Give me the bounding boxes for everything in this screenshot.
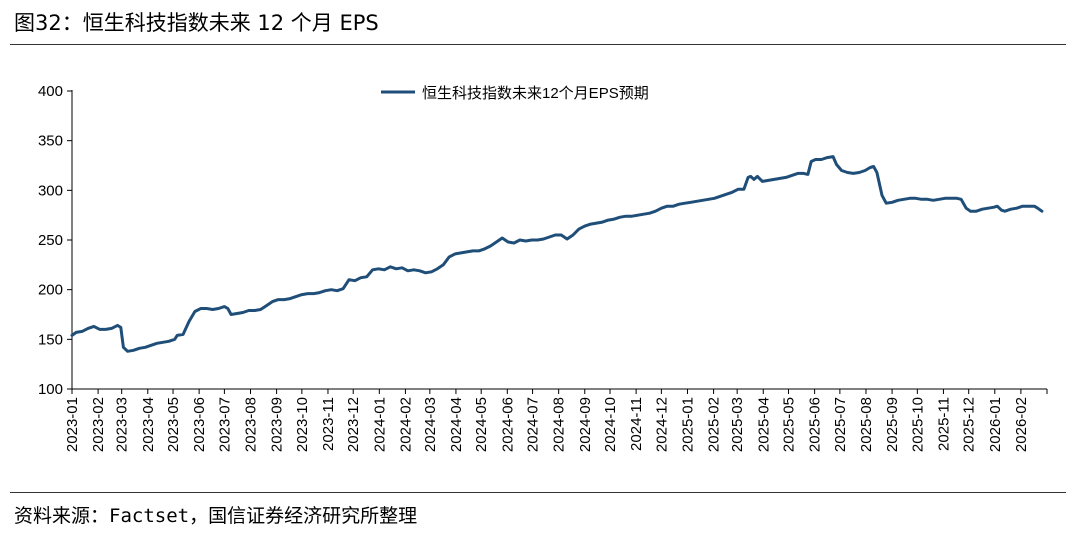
source-divider (10, 492, 1066, 493)
eps-line-chart: 100 150 200 250 300 350 400 2023-01 2023-02 2023-… (38, 83, 1048, 452)
x-tick-label: 2025-11 (935, 397, 952, 451)
x-tick-label: 2024-04 (448, 397, 465, 452)
x-tick-label: 2023-03 (114, 397, 131, 452)
x-tick-label: 2025-04 (755, 397, 772, 452)
x-tick-label: 2023-01 (64, 397, 81, 452)
series-line-eps (70, 155, 1044, 353)
source-note: 资料来源：Factset，国信证券经济研究所整理 (14, 505, 418, 527)
legend: 恒生科技指数未来12个月EPS预期 (381, 85, 649, 102)
x-tick-label: 2025-05 (781, 397, 798, 452)
x-tick-label: 2025-09 (884, 397, 901, 452)
x-tick-label: 2025-02 (706, 397, 723, 452)
x-tick-label: 2023-07 (216, 397, 233, 452)
x-tick-label: 2024-07 (525, 397, 542, 452)
x-tick-label: 2024-05 (473, 397, 490, 452)
x-tick-label: 2025-06 (807, 397, 824, 452)
figure-title: 图32：恒生科技指数未来 12 个月 EPS (14, 11, 379, 35)
x-tick-label: 2024-01 (371, 397, 388, 452)
y-tick-label: 150 (38, 331, 63, 348)
y-tick-label: 300 (38, 182, 63, 199)
x-tick-label: 2023-05 (165, 397, 182, 452)
x-tick-label: 2024-12 (653, 397, 670, 452)
y-tick-label: 200 (38, 282, 63, 299)
x-tick-label: 2023-08 (242, 397, 259, 452)
title-divider (10, 44, 1066, 45)
x-tick-label: 2023-02 (90, 397, 107, 452)
x-tick-label: 2023-12 (345, 397, 362, 452)
x-tick-label: 2023-11 (320, 397, 337, 451)
x-tick-label: 2024-03 (422, 397, 439, 452)
x-tick-label: 2026-02 (1013, 397, 1030, 452)
axes: 100 150 200 250 300 350 400 2023-01 2023-02 2023-… (38, 83, 1048, 452)
series-layer (70, 155, 1044, 353)
x-tick-label: 2024-11 (628, 397, 645, 451)
legend-label: 恒生科技指数未来12个月EPS预期 (422, 85, 649, 102)
x-tick-label: 2024-10 (602, 397, 619, 452)
x-tick-label: 2025-12 (961, 397, 978, 452)
y-tick-label: 400 (38, 83, 63, 100)
x-tick-label: 2024-08 (551, 397, 568, 452)
y-tick-label: 250 (38, 232, 63, 249)
x-tick-label: 2023-04 (140, 397, 157, 452)
x-tick-label: 2024-02 (397, 397, 414, 452)
y-tick-label: 100 (38, 381, 63, 398)
x-tick-label: 2025-03 (729, 397, 746, 452)
x-tick-label: 2025-01 (679, 397, 696, 452)
x-tick-label: 2023-10 (294, 397, 311, 452)
x-tick-label: 2024-06 (499, 397, 516, 452)
x-tick-label: 2024-09 (577, 397, 594, 452)
x-tick-label: 2025-07 (832, 397, 849, 452)
x-tick-label: 2023-06 (191, 397, 208, 452)
x-tick-label: 2026-01 (987, 397, 1004, 452)
y-tick-label: 350 (38, 133, 63, 150)
x-tick-label: 2025-10 (909, 397, 926, 452)
x-tick-label: 2023-09 (269, 397, 286, 452)
x-tick-label: 2025-08 (858, 397, 875, 452)
